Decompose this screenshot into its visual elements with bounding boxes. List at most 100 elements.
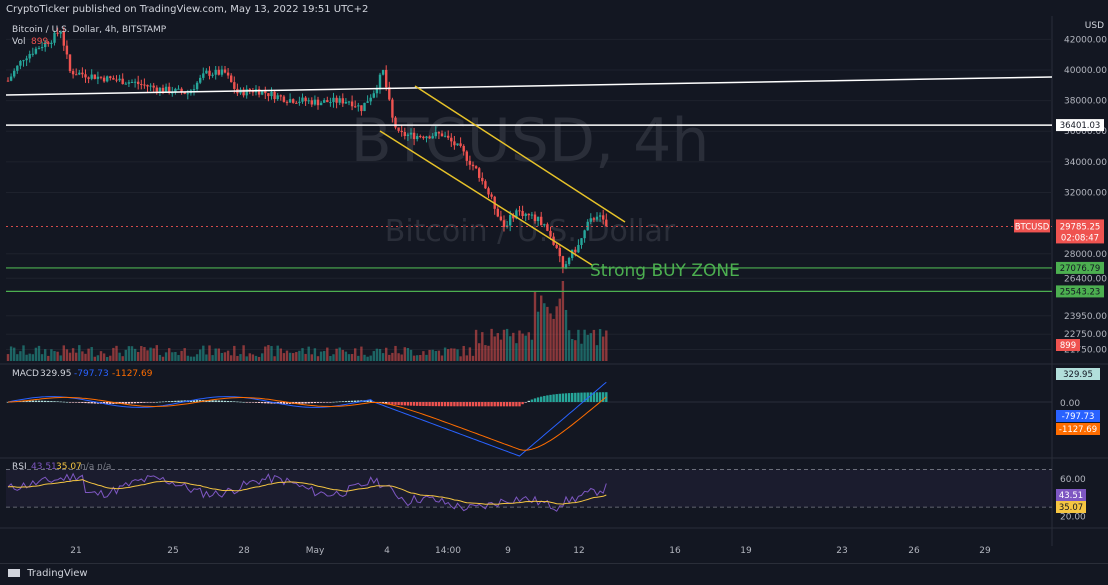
candle-body [409,132,413,135]
macd-histogram-bar [106,402,109,404]
volume-bar [465,355,468,361]
volume-bar [53,351,56,361]
candle-body [273,91,276,100]
macd-histogram-bar [341,401,344,402]
candle-body [332,97,335,103]
volume-bar [31,354,34,361]
btcusd-chart[interactable]: BTCUSD, 4h Bitcoin / U.S. Dollar USD 4200… [0,16,1108,564]
volume-bar [121,356,124,361]
volume-bar [434,350,437,361]
candle-body [326,100,329,103]
price-tick-label: 28000.00 [1064,250,1107,260]
macd-signal-line [7,396,607,451]
candle-body [180,88,183,93]
candle-body [217,69,220,75]
volume-bar [307,346,310,361]
macd-badge-text: -1127.69 [1059,425,1097,435]
volume-bar [59,355,62,361]
candle-body [279,95,282,97]
candle-body [285,101,289,103]
volume-bar [602,336,605,361]
macd-histogram-bar [493,402,496,407]
price-tick-label: 32000.00 [1064,189,1107,199]
volume-bar [186,355,189,361]
macd-histogram-bar [602,392,605,402]
volume-bar [381,353,385,361]
macd-histogram-bar [226,400,230,402]
candle-body [6,80,10,82]
candle-body [115,79,118,81]
volume-bar [124,349,127,361]
last-price-badge [1056,219,1104,244]
legend-macd-hist: 329.95 [40,369,72,379]
volume-bar [431,349,434,361]
volume-bar [509,336,512,361]
rsi-badge-text: 35.07 [1059,503,1083,513]
volume-bar [385,347,388,361]
macd-histogram-bar [598,392,602,402]
macd-histogram-bar [471,402,475,407]
volume-bar [233,345,236,361]
volume-bar [174,351,177,361]
macd-histogram-bar [152,402,155,403]
volume-bar [496,333,499,361]
candle-body [90,74,93,79]
candle-body [428,136,431,139]
candle-body [261,90,264,95]
candle-body [561,256,565,268]
tradingview-logo: TradingView [8,568,88,579]
macd-histogram-bar [245,402,248,403]
volume-bar [533,291,537,361]
macd-histogram-bar [580,392,583,402]
volume-bar [214,348,217,361]
volume-bar [505,328,509,361]
candle-body [81,72,84,75]
macd-histogram-bar [369,400,372,402]
legend-vol-label: Vol [12,37,25,47]
candle-body [546,224,549,231]
candle-body [68,54,72,72]
volume-bar [428,349,431,361]
volume-bar [313,348,317,361]
macd-histogram-bar [567,393,571,402]
volume-bar [56,351,59,361]
macd-histogram-bar [453,402,456,407]
legend-vol-value: 899 [31,37,48,47]
date-tick-label: 12 [573,546,584,556]
candle-body [543,224,546,226]
channel-lower-line [379,130,593,266]
candle-body [53,32,56,43]
candle-body [214,69,217,75]
macd-histogram-bar [37,400,41,402]
volume-bar [149,347,152,361]
candle-body [140,84,143,86]
macd-histogram-bar [385,402,388,404]
macd-histogram-bar [208,400,211,402]
candle-body [301,97,304,102]
volume-bar [9,346,13,361]
price-tick-label: 22750.00 [1064,330,1107,340]
watermark-name: Bitcoin / U.S. Dollar [385,214,676,249]
macd-histogram-bar [121,402,124,404]
level-badge [1056,119,1104,132]
candle-body [378,74,382,89]
price-tick-label: 23950.00 [1064,312,1107,322]
candle-body [102,77,106,82]
volume-bar [425,354,428,361]
volume-bar [530,339,534,361]
candle-body [465,151,468,161]
volume-badge-text: 899 [1060,341,1076,351]
candle-body [186,93,189,95]
volume-bar [78,345,81,361]
candle-body [149,85,152,87]
volume-bar [555,306,558,361]
candle-body [146,84,149,87]
volume-bar [261,353,264,361]
macd-histogram-bar [509,402,512,407]
volume-bar [484,345,487,361]
macd-histogram-bar [127,402,131,404]
candle-body [171,92,174,94]
volume-bar [288,352,292,361]
candle-body [540,216,543,226]
candle-body [468,160,472,165]
